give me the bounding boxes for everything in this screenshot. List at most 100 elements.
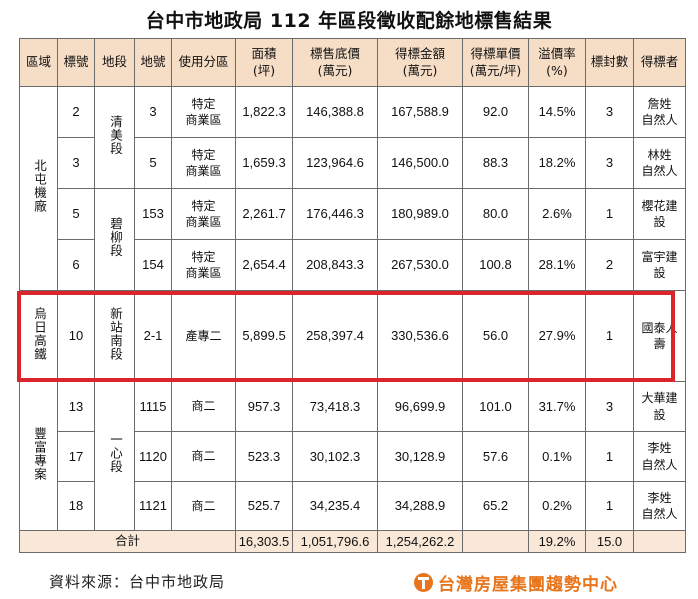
bids-cell: 1 [585, 290, 634, 382]
lot-cell: 1120 [134, 431, 172, 482]
bids-cell: 3 [585, 381, 634, 432]
lot-cell: 2-1 [134, 290, 172, 382]
premium-cell: 0.1% [528, 431, 586, 482]
page-title: 台中市地政局 112 年區段徵收配餘地標售結果 [145, 10, 553, 32]
base-price-cell: 73,418.3 [292, 381, 378, 432]
logo-icon [414, 572, 433, 592]
bids-cell: 1 [585, 431, 634, 482]
table-row-highlighted: 烏日高鐵 10 新站南段 2-1 產專二 5,899.5 258,397.4 3… [19, 290, 686, 382]
unit-price-cell: 88.3 [462, 137, 529, 189]
winning-amount-cell: 330,536.6 [377, 290, 463, 382]
zoning-cell: 特定 商業區 [171, 188, 236, 240]
table-row: 豐富專案 13 一心段 1115 商二 957.3 73,418.3 96,69… [19, 381, 686, 531]
total-unit-price-empty [462, 530, 529, 553]
zoning-cell: 特定 商業區 [171, 86, 236, 138]
premium-cell: 27.9% [528, 290, 586, 382]
number-cell: 2 [57, 86, 95, 138]
unit-price-cell: 80.0 [462, 188, 529, 240]
area-cell: 525.7 [235, 481, 293, 531]
premium-cell: 18.2% [528, 137, 586, 189]
bids-cell: 2 [585, 239, 634, 291]
number-cell: 13 [57, 381, 95, 432]
base-price-cell: 208,843.3 [292, 239, 378, 291]
bids-cell: 3 [585, 137, 634, 189]
logo-text: 台灣房屋集團趨勢中心 [438, 574, 618, 595]
premium-cell: 0.2% [528, 481, 586, 531]
lot-cell: 1121 [134, 481, 172, 531]
winner-cell: 大華建設 [633, 381, 686, 432]
winning-amount-cell: 146,500.0 [377, 137, 463, 189]
winning-amount-cell: 267,530.0 [377, 239, 463, 291]
header-winner: 得標者 [633, 38, 686, 87]
total-premium: 19.2% [528, 530, 586, 553]
header-zoning: 使用分區 [171, 38, 236, 87]
unit-price-cell: 57.6 [462, 431, 529, 482]
base-price-cell: 146,388.8 [292, 86, 378, 138]
winning-amount-cell: 167,588.9 [377, 86, 463, 138]
header-winning-amount: 得標金額 (萬元) [377, 38, 463, 87]
winner-cell: 富宇建設 [633, 239, 686, 291]
table-row: 6 154 特定 商業區 2,654.4 208,843.3 267,530.0 … [20, 239, 686, 291]
unit-price-cell: 65.2 [462, 481, 529, 531]
number-cell: 3 [57, 137, 95, 189]
area-cell: 1,659.3 [235, 137, 293, 189]
region-cell: 烏日高鐵 [19, 290, 58, 382]
header-bids: 標封數 [585, 38, 634, 87]
number-cell: 18 [57, 481, 95, 531]
bids-cell: 1 [585, 188, 634, 240]
premium-cell: 2.6% [528, 188, 586, 240]
zoning-cell: 特定 商業區 [171, 239, 236, 291]
premium-cell: 31.7% [528, 381, 586, 432]
table-row: 18 1121 商二 525.7 34,235.4 34,288.9 65.2 … [20, 481, 686, 531]
table-row: 5 碧柳段 153 特定 商業區 2,261.7 176,446.3 180,98… [20, 188, 686, 291]
area-cell: 523.3 [235, 431, 293, 482]
region-cell: 豐富專案 [19, 381, 58, 531]
unit-price-cell: 101.0 [462, 381, 529, 432]
total-row: 合計 16,303.5 1,051,796.6 1,254,262.2 19.2… [19, 530, 686, 553]
area-cell: 2,261.7 [235, 188, 293, 240]
zoning-cell: 商二 [171, 381, 236, 432]
zoning-cell: 產專二 [171, 290, 236, 382]
base-price-cell: 258,397.4 [292, 290, 378, 382]
bids-cell: 1 [585, 481, 634, 531]
base-price-cell: 34,235.4 [292, 481, 378, 531]
section-cell: 碧柳段 [94, 188, 135, 291]
unit-price-cell: 56.0 [462, 290, 529, 382]
table-row: 北屯機廠 2 清美段 3 特定 商業區 1,822.3 146,388.8 167… [19, 86, 686, 291]
winning-amount-cell: 30,128.9 [377, 431, 463, 482]
number-cell: 10 [57, 290, 95, 382]
lot-cell: 153 [134, 188, 172, 240]
area-cell: 2,654.4 [235, 239, 293, 291]
header-premium: 溢價率 (%) [528, 38, 586, 87]
bid-results-table: 區域 標號 地段 地號 使用分區 面積 (坪) 標售底價 (萬元) 得標金額 (萬元)… [19, 38, 686, 553]
base-price-cell: 176,446.3 [292, 188, 378, 240]
total-base-price: 1,051,796.6 [292, 530, 378, 553]
base-price-cell: 123,964.6 [292, 137, 378, 189]
header-row: 區域 標號 地段 地號 使用分區 面積 (坪) 標售底價 (萬元) 得標金額 (萬元)… [19, 38, 686, 87]
table-row: 17 1120 商二 523.3 30,102.3 30,128.9 57.6 … [20, 431, 686, 482]
winner-cell: 李姓 自然人 [633, 431, 686, 482]
premium-cell: 14.5% [528, 86, 586, 138]
lot-cell: 5 [134, 137, 172, 189]
total-label: 合計 [19, 530, 236, 553]
header-unit-price: 得標單價 (萬元/坪) [462, 38, 529, 87]
premium-cell: 28.1% [528, 239, 586, 291]
winning-amount-cell: 96,699.9 [377, 381, 463, 432]
number-cell: 6 [57, 239, 95, 291]
total-winner-empty [633, 530, 686, 553]
winner-cell: 林姓 自然人 [633, 137, 686, 189]
header-lot: 地號 [134, 38, 172, 87]
lot-cell: 3 [134, 86, 172, 138]
total-winning-amount: 1,254,262.2 [377, 530, 463, 553]
header-area: 面積 (坪) [235, 38, 293, 87]
section-cell: 清美段 [94, 86, 135, 189]
header-section: 地段 [94, 38, 135, 87]
winner-cell: 詹姓 自然人 [633, 86, 686, 138]
number-cell: 17 [57, 431, 95, 482]
region-cell: 北屯機廠 [19, 86, 58, 291]
winner-cell: 國泰人壽 [633, 290, 686, 382]
area-cell: 1,822.3 [235, 86, 293, 138]
total-bids: 15.0 [585, 530, 634, 553]
header-region: 區域 [19, 38, 58, 87]
winner-cell: 李姓 自然人 [633, 481, 686, 531]
